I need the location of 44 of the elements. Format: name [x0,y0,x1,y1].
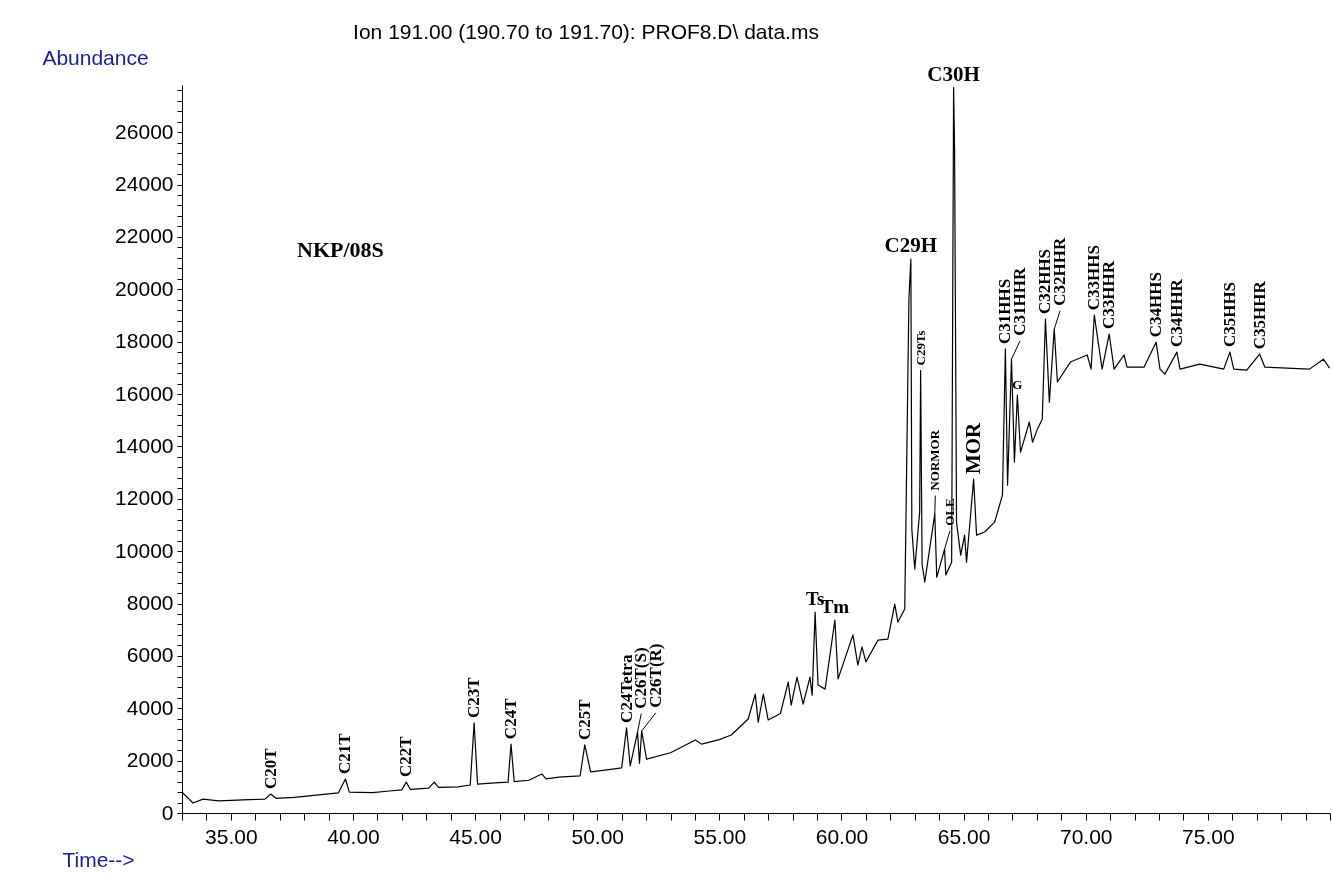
annotation: C23T [464,676,484,718]
x-tick-label: 65.00 [937,824,991,848]
y-tick-label: 16000 [115,381,174,405]
x-axis-title: Time--> [62,847,135,871]
y-tick-label: 0 [161,800,174,824]
annotation: C21T [335,732,355,774]
x-tick-label: 55.00 [693,824,747,848]
y-tick-label: 18000 [115,329,174,353]
annotation: C29Ts [912,330,928,366]
x-tick-label: 60.00 [815,824,869,848]
y-tick-label: 22000 [115,224,174,248]
annotation: C34HHS [1146,271,1166,338]
x-tick-label: 70.00 [1059,824,1113,848]
annotation: C29H [884,233,938,258]
annotation: C25T [574,698,594,740]
y-tick-label: 4000 [126,695,174,719]
x-tick-label: 35.00 [205,824,258,848]
annotation: OLE [941,498,957,526]
annotation: C20T [260,747,280,790]
annotation: MOR [960,421,985,475]
chart-title: Ion 191.00 (190.70 to 191.70): PROF8.D\ data.ms [353,20,819,43]
annotation: C22T [396,735,416,778]
x-tick-label: 75.00 [1182,824,1235,848]
y-tick-label: 8000 [126,591,174,614]
y-tick-label: 6000 [126,643,174,667]
annotation: C35HHR [1249,280,1269,350]
x-tick-label: 40.00 [327,824,380,848]
y-tick-label: 14000 [115,433,174,457]
y-tick-label: 26000 [115,119,174,143]
x-tick-label: 50.00 [571,824,625,848]
x-tick-label: 45.00 [449,824,502,848]
y-tick-label: 2000 [126,748,174,772]
y-tick-label: 12000 [115,486,174,510]
annotation: C34HHR [1166,278,1186,348]
annotation: NKP/08S [297,237,384,262]
annotation: C24T [501,697,521,740]
y-axis-title: Abundance [42,45,149,69]
annotation: NORMOR [927,429,943,491]
y-tick-label: 20000 [115,276,174,300]
y-tick-label: 24000 [115,172,174,196]
y-tick-label: 10000 [115,538,174,562]
annotation: C35HHS [1219,281,1239,348]
annotation: C30H [927,61,980,86]
annotation: G [1012,377,1023,393]
